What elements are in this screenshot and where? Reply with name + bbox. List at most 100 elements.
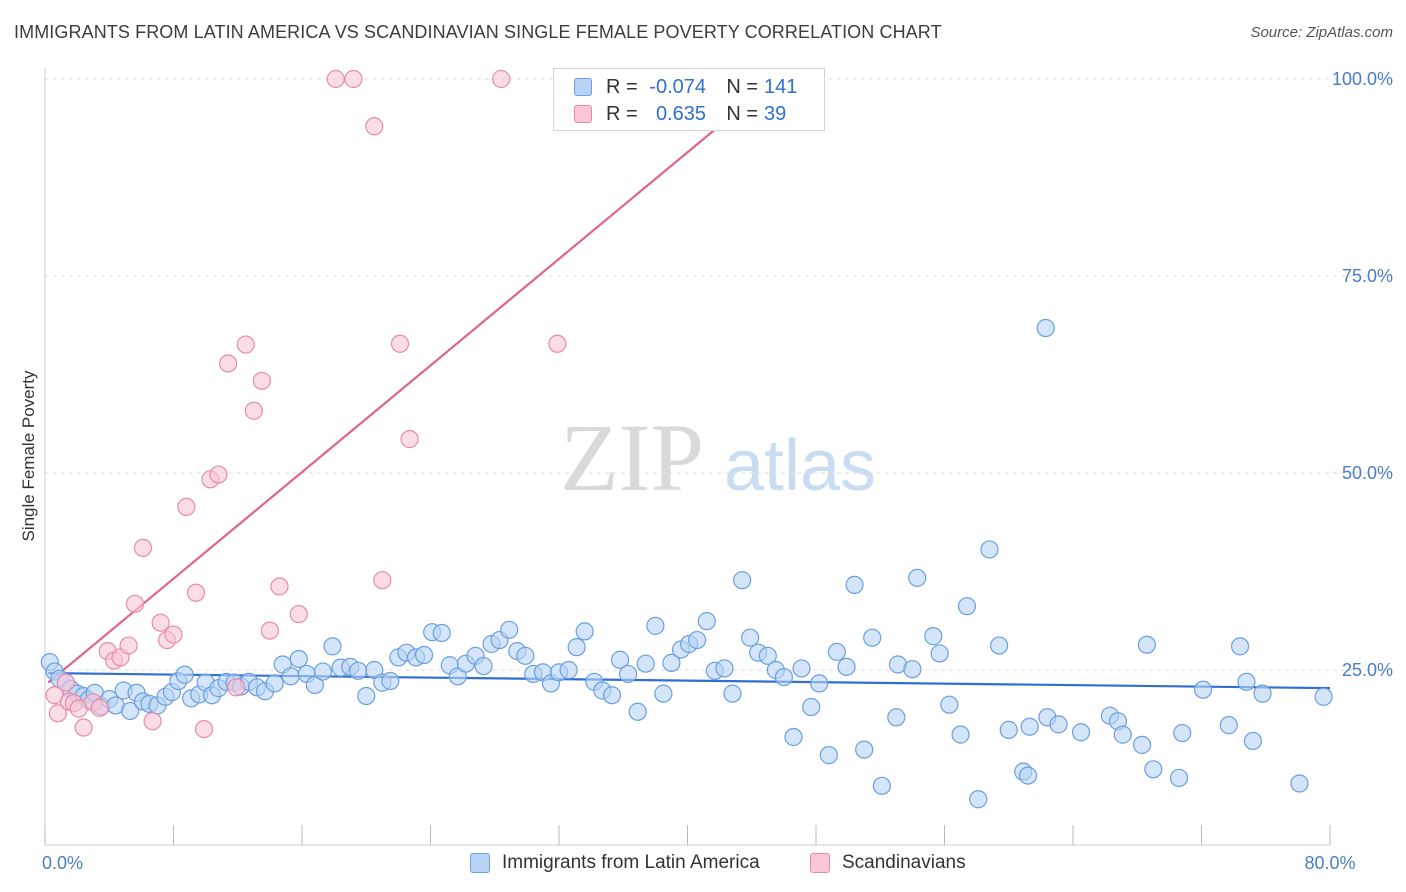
latin-america-point xyxy=(646,616,665,635)
latin-america-point xyxy=(602,686,622,705)
latin-america-point xyxy=(802,697,821,717)
latin-america-point xyxy=(1036,318,1055,338)
latin-america-point xyxy=(733,571,752,590)
latin-america-point xyxy=(951,725,970,744)
n-value: 141 xyxy=(764,75,798,98)
scandinavian-point xyxy=(74,718,93,737)
scandinavian-point xyxy=(48,704,67,723)
latin-america-point xyxy=(628,702,647,721)
latin-america-point xyxy=(610,650,630,669)
latin-america-point xyxy=(121,701,140,721)
latin-america-point xyxy=(654,684,673,703)
latin-america-point xyxy=(908,568,927,587)
legend-row-scandinavians: R = 0.635 N = 39 xyxy=(574,101,786,127)
latin-america-point xyxy=(980,540,999,559)
y-tick-label: 100.0% xyxy=(1332,69,1393,89)
latin-america-point xyxy=(845,575,864,594)
y-axis-label: Single Female Poverty xyxy=(19,370,38,542)
latin-america-point xyxy=(381,671,400,691)
scandinavian-point xyxy=(125,594,145,613)
legend-swatch-pink xyxy=(574,105,592,123)
latin-america-point xyxy=(1020,717,1039,736)
grid-lines xyxy=(45,78,1392,671)
tick-labels: 25.0% 50.0% 75.0% 100.0% 0.0% 80.0% xyxy=(42,69,1393,873)
latin-america-point xyxy=(567,638,586,657)
latin-america-point xyxy=(697,612,716,631)
bottom-legend-latin-america: Immigrants from Latin America xyxy=(470,852,760,874)
latin-america-point xyxy=(1243,731,1263,751)
latin-america-point xyxy=(432,623,451,643)
latin-america-point xyxy=(516,646,535,665)
latin-america-point xyxy=(1049,715,1068,734)
latin-america-point xyxy=(1253,684,1272,703)
latin-america-point xyxy=(474,656,493,676)
scandinavian-point xyxy=(344,69,363,89)
scandinavian-point xyxy=(365,117,384,136)
x-tick-label: 0.0% xyxy=(42,853,83,873)
r-value: -0.074 xyxy=(649,75,706,98)
scandinavian-point xyxy=(244,401,263,420)
latin-america-point xyxy=(999,720,1018,739)
latin-america-point xyxy=(715,659,734,678)
latin-america-point xyxy=(500,620,519,639)
latin-america-trend-line xyxy=(48,672,1331,690)
n-label: N = xyxy=(726,75,758,98)
latin-america-point xyxy=(688,630,707,650)
bottom-legend-swatch-pink xyxy=(810,853,830,873)
scandinavian-point xyxy=(270,577,289,596)
latin-america-point xyxy=(903,660,922,679)
latin-america-point xyxy=(810,674,829,693)
latin-america-point xyxy=(349,661,368,680)
latin-america-point xyxy=(1113,725,1132,744)
bottom-legend-swatch-blue xyxy=(470,853,490,873)
latin-america-point xyxy=(1132,735,1152,754)
r-label: R = xyxy=(606,102,638,125)
trend-lines xyxy=(47,78,1331,690)
legend-row-latin-america: R = -0.074 N = 141 xyxy=(574,74,797,100)
latin-america-point xyxy=(863,628,882,647)
latin-america-point xyxy=(1018,766,1038,785)
watermark: ZIP atlas xyxy=(560,404,876,511)
scandinavian-point xyxy=(373,571,392,590)
watermark-zip: ZIP xyxy=(560,404,704,511)
latin-america-point xyxy=(1071,723,1091,742)
latin-america-point xyxy=(957,597,977,616)
scandinavian-point xyxy=(133,538,153,557)
scandinavian-point xyxy=(289,604,308,624)
latin-america-point xyxy=(969,790,988,809)
scandinavian-point xyxy=(151,613,170,632)
latin-america-point xyxy=(924,627,943,646)
scandinavian-point xyxy=(492,69,511,89)
source-note: Source: ZipAtlas.com xyxy=(1250,24,1393,41)
scandinavian-point xyxy=(252,371,271,390)
latin-america-point xyxy=(636,654,655,673)
n-label: N = xyxy=(726,102,758,125)
latin-america-point xyxy=(1137,635,1156,654)
scandinavian-point xyxy=(326,69,345,89)
latin-america-point xyxy=(575,622,594,641)
latin-america-point xyxy=(872,776,891,795)
legend-swatch-blue xyxy=(574,78,592,96)
latin-america-point xyxy=(265,674,284,693)
latin-america-point xyxy=(1314,687,1333,706)
scandinavian-point xyxy=(186,583,206,602)
latin-america-point xyxy=(1237,672,1256,691)
latin-america-point xyxy=(414,645,434,665)
latin-america-point xyxy=(827,642,846,661)
latin-america-point xyxy=(323,637,342,656)
latin-america-point xyxy=(837,657,856,676)
latin-america-point xyxy=(887,708,906,727)
latin-america-point xyxy=(784,727,803,747)
scandinavian-point xyxy=(194,719,214,739)
latin-america-point xyxy=(1144,760,1163,779)
scandinavian-point xyxy=(119,636,138,655)
latin-america-point xyxy=(1230,637,1250,656)
bottom-legend-label: Scandinavians xyxy=(842,852,966,873)
latin-america-point xyxy=(175,665,194,684)
latin-america-point xyxy=(723,684,742,703)
latin-america-point xyxy=(930,644,949,663)
latin-america-point xyxy=(1290,774,1309,793)
n-value: 39 xyxy=(764,102,787,125)
latin-america-point xyxy=(305,675,324,695)
